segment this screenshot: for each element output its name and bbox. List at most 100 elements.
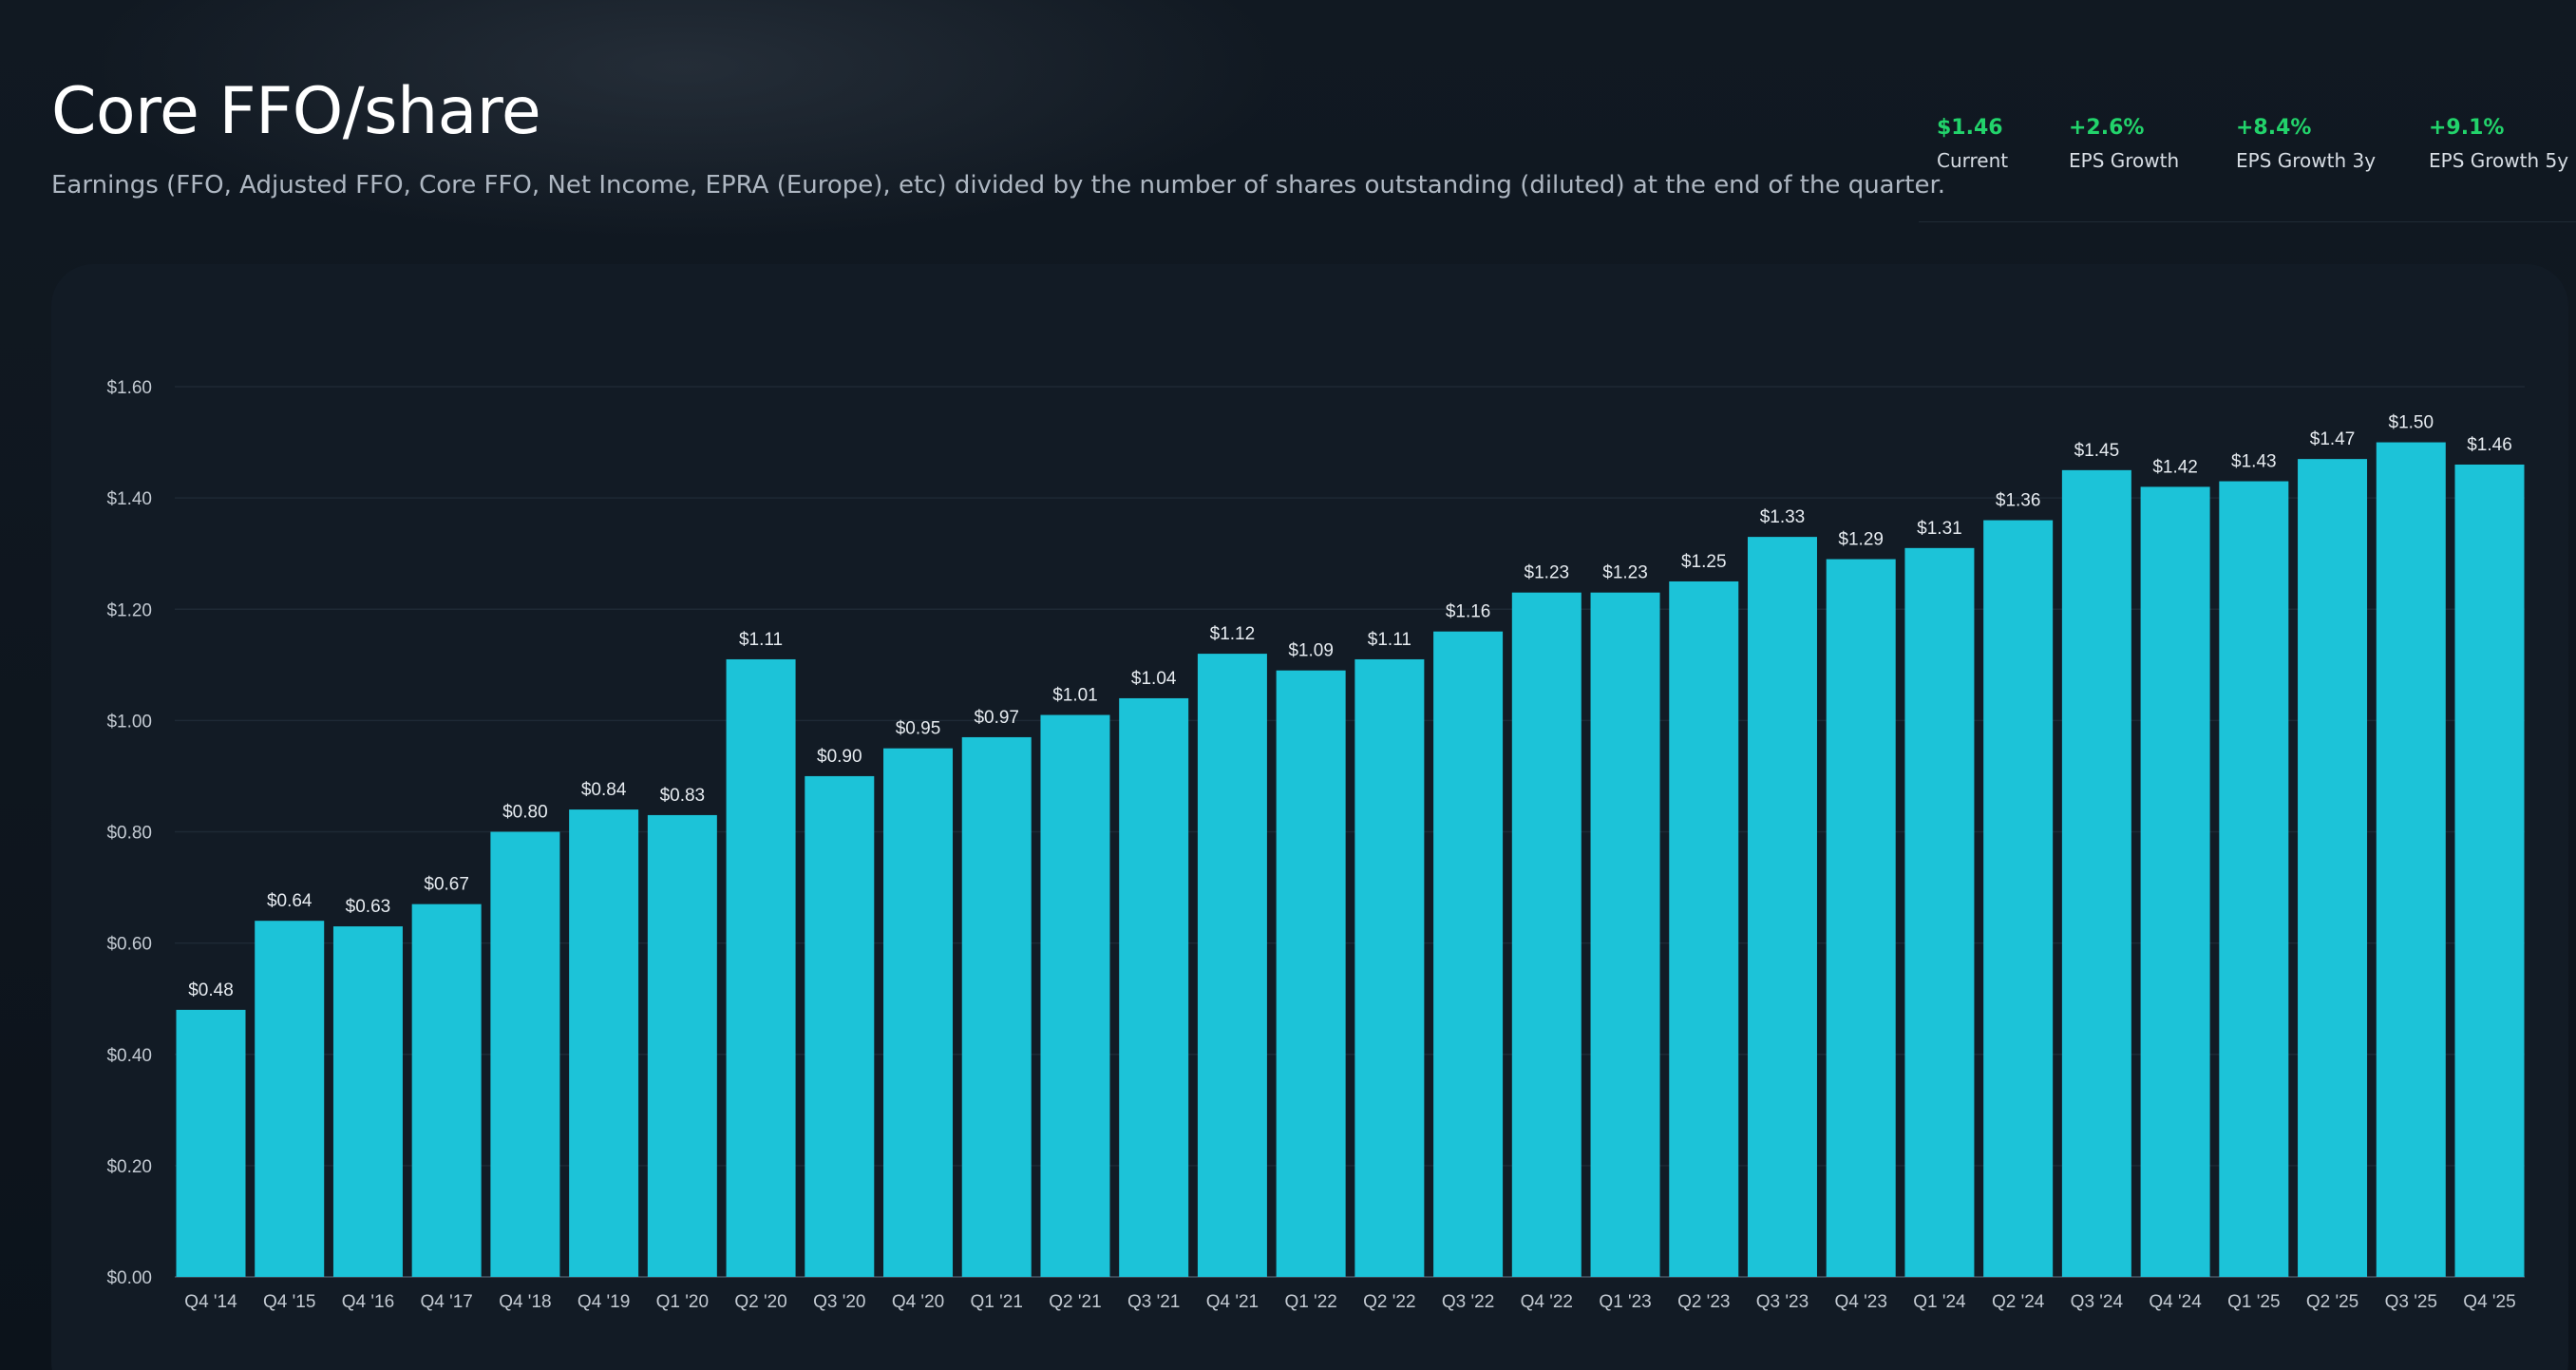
stats-bar: $1.46 Current +2.6% EPS Growth +8.4% EPS…	[0, 116, 2576, 182]
bar[interactable]	[1040, 714, 1110, 1277]
bar-value-label: $0.67	[424, 875, 469, 895]
x-tick-label: Q4 '14	[184, 1292, 237, 1312]
bar-value-label: $1.16	[1446, 602, 1491, 622]
bar[interactable]	[2454, 464, 2525, 1277]
stat-current-label: Current	[1937, 149, 2009, 172]
bar[interactable]	[1904, 547, 1975, 1277]
bar-labels: $0.48 $0.64 $0.63 $0.67 $0.80 $0.84 $0.83 $1.11…	[188, 413, 2512, 1000]
bar[interactable]	[569, 809, 639, 1277]
bar-value-label: $0.97	[974, 708, 1019, 728]
bar-value-label: $1.42	[2152, 457, 2198, 477]
bar[interactable]	[1983, 520, 2054, 1277]
bar[interactable]	[647, 814, 717, 1277]
bar[interactable]	[883, 748, 954, 1277]
bar-chart: $0.00 $0.20 $0.40 $0.60 $0.80 $1.00 $1.20 $1.40…	[106, 378, 2525, 1312]
chart-panel: $0.00 $0.20 $0.40 $0.60 $0.80 $1.00 $1.20 $1.40…	[51, 264, 2568, 1370]
bar[interactable]	[805, 775, 875, 1277]
bar[interactable]	[1747, 537, 1817, 1277]
bar[interactable]	[961, 736, 1032, 1277]
bar-value-label: $1.01	[1052, 686, 1098, 706]
stat-eps-growth-3y-label: EPS Growth 3y	[2236, 149, 2377, 172]
bar[interactable]	[255, 921, 325, 1277]
bar-value-label: $0.80	[502, 803, 548, 823]
stat-eps-growth-3y: +8.4% EPS Growth 3y	[2236, 116, 2376, 172]
y-tick-label: $0.40	[106, 1046, 152, 1066]
bar[interactable]	[726, 658, 796, 1277]
bar-value-label: $0.63	[346, 897, 391, 917]
bar-value-label: $1.45	[2074, 441, 2120, 461]
grid-lines	[175, 386, 2525, 1278]
bar[interactable]	[1590, 592, 1660, 1277]
x-tick-label: Q2 '24	[1992, 1292, 2045, 1312]
bar[interactable]	[1826, 559, 1896, 1277]
bar[interactable]	[1276, 670, 1346, 1277]
bar[interactable]	[1433, 631, 1504, 1277]
bar-value-label: $1.47	[2310, 429, 2356, 449]
stat-eps-growth-5y: +9.1% EPS Growth 5y	[2429, 116, 2568, 172]
bar-value-label: $1.36	[1996, 491, 2041, 511]
bar[interactable]	[332, 926, 403, 1277]
bar[interactable]	[2376, 442, 2446, 1277]
stat-eps-growth: +2.6% EPS Growth	[2069, 116, 2179, 172]
bar[interactable]	[2298, 459, 2368, 1278]
x-tick-label: Q1 '20	[656, 1292, 709, 1312]
x-tick-label: Q4 '16	[342, 1292, 394, 1312]
y-tick-label: $0.20	[106, 1157, 152, 1177]
bar-value-label: $1.12	[1210, 624, 1256, 644]
y-tick-label: $0.80	[106, 824, 152, 844]
bar-value-label: $1.50	[2389, 413, 2434, 433]
stat-current: $1.46 Current	[1937, 116, 2008, 172]
x-tick-label: Q1 '24	[1913, 1292, 1966, 1312]
bar[interactable]	[1511, 592, 1582, 1277]
x-axis: Q4 '14 Q4 '15 Q4 '16 Q4 '17 Q4 '18 Q4 '19 Q1 '…	[184, 1292, 2515, 1312]
bar-value-label: $0.95	[896, 719, 941, 739]
y-axis: $0.00 $0.20 $0.40 $0.60 $0.80 $1.00 $1.20 $1.40…	[106, 378, 152, 1288]
x-tick-label: Q3 '21	[1127, 1292, 1180, 1312]
bar-value-label: $1.31	[1917, 519, 1962, 539]
x-tick-label: Q2 '22	[1363, 1292, 1415, 1312]
x-tick-label: Q1 '22	[1284, 1292, 1336, 1312]
bars	[176, 442, 2525, 1278]
bar-value-label: $1.29	[1838, 530, 1884, 550]
stat-eps-growth-3y-value: +8.4%	[2236, 116, 2312, 140]
x-tick-label: Q1 '25	[2227, 1292, 2280, 1312]
x-tick-label: Q1 '21	[971, 1292, 1023, 1312]
bar-value-label: $1.11	[1368, 630, 1411, 650]
y-tick-label: $1.00	[106, 712, 152, 732]
bar[interactable]	[2061, 469, 2131, 1277]
bar-value-label: $0.48	[188, 980, 234, 1000]
bar-value-label: $1.23	[1602, 563, 1648, 583]
y-tick-label: $1.60	[106, 378, 152, 398]
bar-value-label: $1.33	[1760, 507, 1806, 527]
bar-value-label: $0.90	[817, 747, 862, 767]
bar-value-label: $1.23	[1525, 563, 1570, 583]
bar[interactable]	[176, 1009, 246, 1277]
stat-current-value: $1.46	[1937, 116, 2003, 140]
bar[interactable]	[1197, 654, 1267, 1277]
bar-value-label: $0.64	[267, 891, 313, 911]
x-tick-label: Q4 '22	[1521, 1292, 1573, 1312]
header-divider	[1919, 221, 2576, 222]
bar[interactable]	[2140, 486, 2210, 1277]
x-tick-label: Q3 '22	[1442, 1292, 1494, 1312]
x-tick-label: Q4 '21	[1206, 1292, 1259, 1312]
stat-eps-growth-5y-value: +9.1%	[2429, 116, 2505, 140]
bar[interactable]	[2219, 481, 2289, 1277]
bar[interactable]	[411, 904, 482, 1277]
stat-eps-growth-5y-label: EPS Growth 5y	[2429, 149, 2569, 172]
bar-value-label: $0.84	[581, 780, 627, 800]
x-tick-label: Q2 '20	[734, 1292, 786, 1312]
x-tick-label: Q3 '25	[2385, 1292, 2437, 1312]
x-tick-label: Q3 '24	[2071, 1292, 2124, 1312]
y-tick-label: $1.40	[106, 489, 152, 509]
bar[interactable]	[1354, 658, 1425, 1277]
x-tick-label: Q4 '18	[499, 1292, 551, 1312]
y-tick-label: $0.60	[106, 935, 152, 955]
page-title: Core FFO/share	[51, 74, 541, 149]
bar[interactable]	[490, 831, 560, 1278]
bar[interactable]	[1669, 580, 1739, 1277]
bar-value-label: $1.04	[1131, 669, 1177, 689]
x-tick-label: Q2 '21	[1049, 1292, 1101, 1312]
bar[interactable]	[1119, 697, 1189, 1277]
